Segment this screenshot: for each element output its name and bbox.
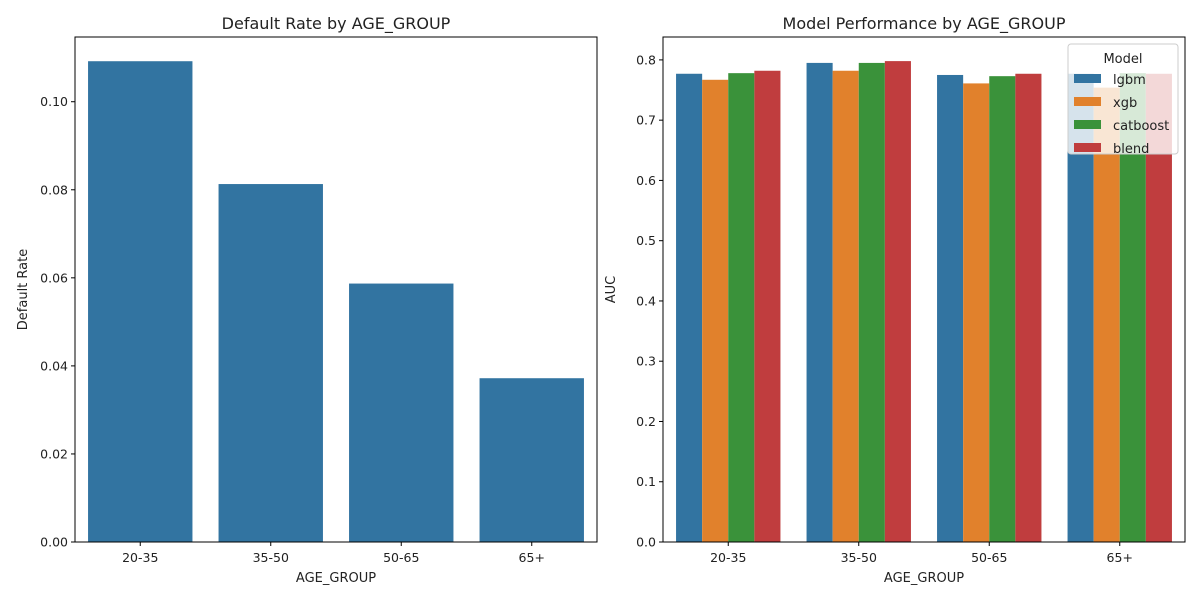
- y-axis-label: AUC: [604, 276, 619, 304]
- bar-blend-20-35: [754, 70, 781, 543]
- x-tick-label: 50-65: [971, 550, 1007, 565]
- y-tick-label: 0.00: [40, 535, 68, 550]
- legend: Model lgbm xgb catboost blend: [1067, 43, 1179, 157]
- x-tick-label: 35-50: [253, 550, 289, 565]
- y-tick-label: 0.10: [40, 94, 68, 109]
- bar-50-65: [349, 283, 454, 542]
- x-tick-label: 65+: [519, 550, 545, 565]
- y-tick-label: 0.04: [40, 358, 68, 373]
- legend-swatch-xgb: [1074, 97, 1101, 106]
- legend-swatch-blend: [1074, 143, 1101, 152]
- chart-panel-1: 0.00 0.02 0.04 0.06 0.08 0.10 20-35 35-50 50-65 6…: [16, 14, 598, 586]
- bar-blend-35-50: [884, 61, 911, 542]
- y-tick-label: 0.6: [636, 173, 656, 188]
- bar-lgbm-50-65: [937, 74, 964, 542]
- legend-title: Model: [1103, 52, 1142, 67]
- legend-label-blend: blend: [1113, 142, 1149, 157]
- y-tick-label: 0.08: [40, 182, 68, 197]
- x-tick-label: 65+: [1107, 550, 1133, 565]
- y-tick-label: 0.02: [40, 446, 68, 461]
- bar-35-50: [218, 184, 323, 543]
- x-tick-label: 20-35: [710, 550, 746, 565]
- y-axis-label: Default Rate: [16, 249, 31, 330]
- y-tick-label: 0.0: [636, 535, 656, 550]
- x-tick-label: 50-65: [383, 550, 419, 565]
- x-axis-label: AGE_GROUP: [296, 571, 376, 586]
- bar-lgbm-20-35: [676, 73, 703, 543]
- y-tick-label: 0.4: [636, 293, 656, 308]
- x-tick-label: 20-35: [122, 550, 158, 565]
- bar-xgb-35-50: [832, 70, 859, 543]
- x-axis-label: AGE_GROUP: [884, 571, 964, 586]
- legend-label-lgbm: lgbm: [1113, 73, 1146, 88]
- y-tick-label: 0.3: [636, 354, 656, 369]
- axes-frame: [662, 36, 1186, 543]
- y-tick-label: 0.2: [636, 414, 656, 429]
- bar-blend-50-65: [1015, 73, 1042, 543]
- axes-frame: [74, 36, 598, 543]
- bar-xgb-65+: [1093, 87, 1120, 543]
- bar-catboost-20-35: [728, 73, 755, 542]
- bar-lgbm-35-50: [806, 62, 833, 542]
- legend-swatch-catboost: [1074, 120, 1101, 129]
- y-tick-label: 0.1: [636, 474, 656, 489]
- x-tick-label: 35-50: [841, 550, 877, 565]
- bar-20-35: [88, 61, 193, 543]
- chart-title: Default Rate by AGE_GROUP: [222, 14, 451, 34]
- y-tick-label: 0.5: [636, 233, 656, 248]
- legend-label-catboost: catboost: [1113, 119, 1169, 134]
- chart-title: Model Performance by AGE_GROUP: [783, 14, 1066, 34]
- bar-xgb-20-35: [702, 79, 729, 542]
- y-tick-label: 0.7: [636, 113, 656, 128]
- chart-panel-2: 0.0 0.1 0.2 0.3 0.4 0.5 0.6 0.7 0.8 20-35 35-50 50-…: [604, 14, 1186, 586]
- bar-xgb-50-65: [963, 83, 990, 542]
- bar-catboost-35-50: [858, 62, 885, 542]
- bar-65+: [479, 378, 584, 542]
- legend-swatch-lgbm: [1074, 74, 1101, 83]
- bar-catboost-50-65: [989, 76, 1016, 542]
- y-tick-label: 0.8: [636, 52, 656, 67]
- legend-label-xgb: xgb: [1113, 96, 1137, 111]
- y-tick-label: 0.06: [40, 270, 68, 285]
